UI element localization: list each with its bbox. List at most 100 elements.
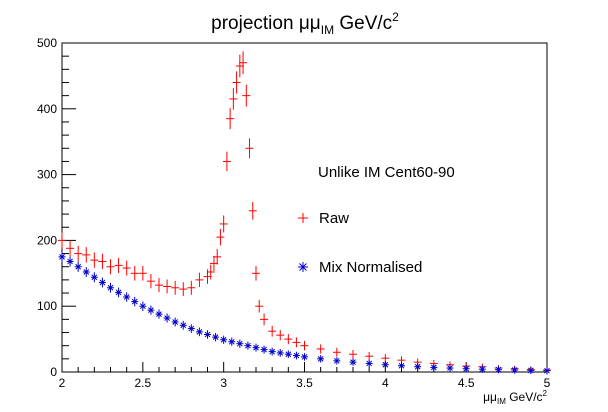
data-point — [114, 257, 123, 273]
chart-title: projection μμIM GeV/c2 — [211, 10, 399, 37]
x-axis-title: μμIM GeV/c2 — [483, 389, 547, 406]
x-tick-label: 3.5 — [296, 376, 313, 390]
data-point — [155, 278, 163, 293]
data-point — [98, 277, 106, 288]
data-point — [58, 251, 66, 263]
data-point — [260, 345, 268, 354]
data-point — [414, 363, 422, 371]
data-point — [187, 280, 196, 295]
series-mix-normalised — [58, 251, 551, 375]
data-point — [155, 309, 163, 319]
data-point — [268, 325, 277, 337]
data-point — [248, 201, 257, 220]
data-point — [106, 259, 115, 275]
x-tick-label: 2 — [59, 376, 66, 390]
data-point — [244, 341, 252, 350]
y-tick-label: 200 — [37, 233, 57, 247]
data-point — [365, 352, 374, 361]
chart-title-sup: 2 — [392, 10, 399, 24]
x-tick-label: 5 — [544, 376, 551, 390]
data-point — [349, 349, 357, 359]
data-point — [58, 232, 66, 249]
data-point — [82, 247, 91, 263]
data-point — [209, 255, 218, 272]
data-point — [511, 366, 519, 374]
data-point — [232, 71, 241, 94]
data-point — [292, 337, 301, 348]
data-point — [206, 264, 215, 280]
data-point — [276, 349, 284, 357]
data-point — [195, 327, 203, 337]
data-point — [66, 256, 74, 267]
data-point — [90, 272, 98, 283]
data-point — [229, 88, 238, 110]
x-tick-label: 4.5 — [458, 376, 475, 390]
data-point — [222, 151, 231, 172]
plot-frame — [61, 42, 548, 373]
data-point — [245, 138, 254, 159]
data-point — [163, 313, 171, 323]
data-point — [187, 324, 195, 333]
data-point — [82, 266, 90, 278]
x-tick-label: 3 — [220, 376, 227, 390]
data-point — [239, 51, 248, 75]
legend: Unlike IM Cent60-90 Raw Mix Normalised — [298, 164, 455, 276]
legend-mix-marker — [298, 262, 308, 272]
data-point — [195, 272, 204, 288]
data-point — [123, 292, 131, 302]
data-point — [260, 313, 269, 326]
data-point — [219, 215, 228, 233]
data-point — [139, 301, 147, 311]
data-point — [146, 274, 155, 289]
data-point — [171, 317, 179, 327]
data-point — [130, 265, 139, 281]
data-point — [115, 287, 123, 298]
data-point — [163, 279, 172, 294]
data-point — [365, 359, 373, 368]
data-point — [301, 353, 308, 361]
data-point — [381, 361, 389, 369]
chart-title-mu: μμ — [299, 13, 321, 34]
data-point — [543, 367, 551, 375]
data-point — [495, 365, 502, 374]
data-point — [316, 344, 325, 354]
y-tick-label: 300 — [37, 168, 57, 182]
data-point — [430, 363, 438, 372]
y-tick-label: 400 — [37, 102, 57, 116]
data-point — [276, 329, 285, 341]
data-point — [98, 253, 107, 270]
x-axis-title-sup: 2 — [543, 389, 548, 398]
data-point — [333, 357, 341, 365]
data-point — [349, 358, 357, 366]
data-point — [226, 108, 235, 130]
data-point — [236, 339, 244, 348]
y-tick-label: 100 — [37, 299, 57, 313]
legend-raw-label: Raw — [319, 210, 349, 227]
data-point — [317, 355, 325, 363]
data-point — [398, 362, 405, 370]
series-raw — [58, 51, 551, 374]
data-point — [255, 299, 264, 313]
data-point — [446, 364, 454, 372]
x-axis-title-sub: IM — [497, 397, 506, 406]
data-point — [204, 330, 211, 339]
data-point — [478, 365, 486, 373]
data-point — [74, 245, 83, 262]
data-point — [220, 335, 228, 344]
y-tick-label: 500 — [37, 36, 57, 50]
data-point — [284, 334, 293, 345]
data-point — [138, 265, 147, 281]
data-point — [216, 228, 225, 246]
data-point — [381, 354, 390, 363]
data-point — [66, 240, 75, 257]
data-point — [179, 320, 187, 330]
data-point — [462, 365, 470, 373]
x-tick-label: 2.5 — [134, 376, 151, 390]
legend-header: Unlike IM Cent60-90 — [318, 164, 455, 181]
chart-title-main: projection — [211, 13, 299, 34]
chart-title-sub: IM — [321, 23, 334, 37]
data-point — [252, 265, 260, 281]
data-point — [171, 280, 180, 295]
data-point — [107, 282, 114, 293]
